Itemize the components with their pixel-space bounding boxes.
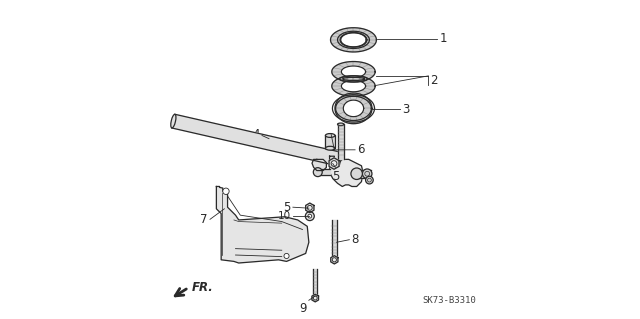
Circle shape bbox=[307, 205, 312, 210]
Text: 9: 9 bbox=[300, 302, 307, 315]
Polygon shape bbox=[341, 80, 365, 92]
Polygon shape bbox=[314, 269, 317, 295]
Ellipse shape bbox=[337, 123, 344, 126]
Polygon shape bbox=[330, 28, 376, 52]
Circle shape bbox=[362, 169, 372, 179]
Polygon shape bbox=[325, 136, 335, 148]
Circle shape bbox=[305, 212, 314, 221]
Polygon shape bbox=[330, 156, 363, 187]
Circle shape bbox=[223, 188, 229, 195]
Polygon shape bbox=[341, 66, 365, 78]
Polygon shape bbox=[329, 158, 339, 169]
Circle shape bbox=[331, 161, 337, 167]
Polygon shape bbox=[312, 160, 326, 171]
Text: 10: 10 bbox=[278, 211, 291, 221]
Polygon shape bbox=[306, 203, 314, 213]
Text: 5: 5 bbox=[284, 201, 291, 214]
Circle shape bbox=[308, 214, 312, 218]
Polygon shape bbox=[343, 100, 364, 117]
Polygon shape bbox=[332, 220, 337, 256]
Polygon shape bbox=[331, 256, 338, 264]
Ellipse shape bbox=[325, 134, 335, 137]
Text: 5: 5 bbox=[332, 170, 340, 182]
Polygon shape bbox=[172, 114, 342, 166]
Text: 4: 4 bbox=[253, 128, 260, 141]
Ellipse shape bbox=[171, 114, 176, 128]
Polygon shape bbox=[340, 33, 366, 47]
Polygon shape bbox=[216, 187, 309, 263]
Circle shape bbox=[284, 253, 289, 258]
Circle shape bbox=[351, 168, 362, 180]
Polygon shape bbox=[332, 76, 375, 96]
Polygon shape bbox=[335, 93, 372, 124]
Circle shape bbox=[314, 168, 322, 177]
Circle shape bbox=[365, 176, 373, 184]
Circle shape bbox=[314, 296, 317, 300]
Text: SK73-B3310: SK73-B3310 bbox=[422, 296, 476, 305]
Polygon shape bbox=[332, 62, 375, 82]
Text: 2: 2 bbox=[431, 74, 438, 87]
Text: FR.: FR. bbox=[192, 281, 214, 294]
Polygon shape bbox=[312, 294, 319, 302]
Polygon shape bbox=[317, 169, 330, 175]
Text: 3: 3 bbox=[402, 102, 410, 115]
Circle shape bbox=[332, 258, 337, 262]
Text: 1: 1 bbox=[440, 33, 447, 45]
Text: 6: 6 bbox=[356, 143, 364, 156]
Text: 7: 7 bbox=[200, 213, 208, 226]
Polygon shape bbox=[356, 170, 371, 178]
Ellipse shape bbox=[325, 146, 335, 150]
Polygon shape bbox=[337, 124, 344, 160]
Text: 8: 8 bbox=[351, 233, 358, 246]
